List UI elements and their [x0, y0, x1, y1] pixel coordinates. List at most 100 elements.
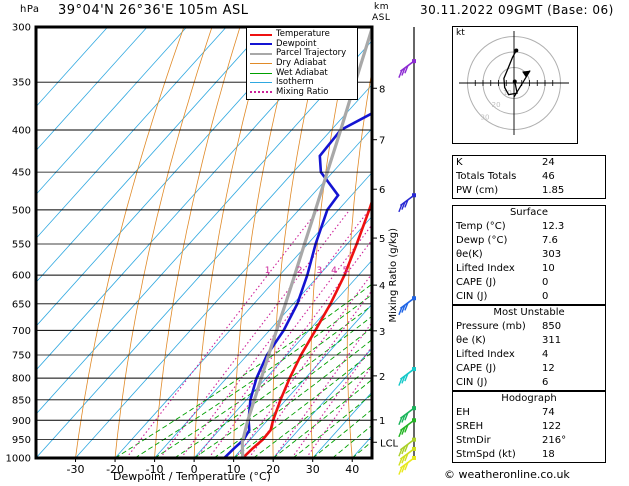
index-value: 0	[542, 277, 549, 288]
index-label: Lifted Index	[456, 263, 515, 274]
index-value: 12.3	[542, 221, 565, 232]
general-index-row: K 24	[453, 156, 605, 170]
pressure-tick-label: 850	[12, 395, 31, 406]
index-label: K	[456, 157, 463, 168]
mixing-ratio-label: 4	[331, 266, 337, 276]
pressure-tick-label: 650	[12, 299, 31, 310]
pressure-tick-label: 350	[12, 78, 31, 89]
height-tick-label: 3	[379, 327, 385, 338]
legend-item: Dewpoint	[250, 38, 354, 50]
height-tick-label: 7	[379, 136, 385, 147]
mixing-ratio-label: 3	[317, 266, 323, 276]
legend-swatch	[250, 63, 272, 65]
legend-label: Mixing Ratio	[276, 86, 329, 97]
hodograph-stats-title: Hodograph	[501, 393, 557, 404]
index-value: 122	[542, 421, 562, 432]
legend-swatch	[250, 52, 272, 55]
pressure-tick-label: 600	[12, 271, 31, 282]
lcl-label: LCL	[380, 438, 399, 449]
most-unstable-title: Most Unstable	[493, 307, 565, 318]
legend-item: Wet Adiabat	[250, 68, 354, 78]
height-tick-label: 1	[379, 416, 385, 427]
x-axis-title: Dewpoint / Temperature (°C)	[113, 470, 271, 483]
surface-index-row: Dewp (°C) 7.6	[453, 234, 605, 248]
index-label: PW (cm)	[456, 185, 499, 196]
legend-item: Temperature	[250, 30, 354, 40]
most-unstable-row: CAPE (J) 12	[453, 362, 605, 376]
legend-label: Temperature	[276, 29, 330, 40]
hodograph-trace	[503, 50, 518, 96]
height-unit-label-1: km	[374, 2, 389, 12]
wind-barb	[398, 59, 416, 78]
surface-title: Surface	[509, 207, 549, 218]
legend-swatch	[250, 33, 272, 36]
index-value: 10	[542, 263, 555, 274]
legend-item: Parcel Trajectory	[250, 49, 354, 59]
index-value: 0	[542, 291, 549, 302]
hodograph-panel: 10 20 30 kt	[452, 26, 578, 144]
hodograph-end-point	[514, 48, 519, 53]
wind-barb	[398, 193, 416, 213]
pressure-tick-label: 500	[12, 205, 31, 216]
index-value: 850	[542, 321, 562, 332]
index-label: StmDir	[456, 435, 491, 446]
index-label: θe(K)	[456, 249, 483, 260]
legend-item: Isotherm	[250, 78, 354, 88]
pressure-tick-label: 900	[12, 416, 31, 427]
legend: Temperature Dewpoint Parcel Trajectory Dry …	[246, 27, 358, 101]
legend-label: Dry Adiabat	[276, 58, 327, 69]
surface-index-row: CAPE (J) 0	[453, 276, 605, 290]
index-value: 1.85	[542, 185, 565, 196]
surface-index-row: CIN (J) 0	[453, 290, 605, 304]
index-value: 7.6	[542, 235, 558, 246]
surface-index-row: Lifted Index 10	[453, 262, 605, 276]
pressure-tick-label: 750	[12, 351, 31, 362]
height-tick-label: 5	[379, 234, 385, 245]
legend-swatch	[250, 72, 272, 74]
most-unstable-row: Lifted Index 4	[453, 348, 605, 362]
wind-barb	[398, 406, 416, 425]
hodograph-unit-label: kt	[456, 28, 465, 38]
footer-credit: © weatheronline.co.uk	[444, 468, 570, 481]
general-index-row: Totals Totals 46	[453, 170, 605, 184]
general-indices-table: K 24 Totals Totals 46 PW (cm) 1.85	[452, 155, 606, 199]
legend-label: Isotherm	[276, 77, 314, 88]
index-label: EH	[456, 407, 470, 418]
wind-barb	[398, 456, 416, 475]
pressure-tick-label: 1000	[6, 454, 31, 465]
index-value: 74	[542, 407, 555, 418]
surface-index-row: θe(K) 303	[453, 248, 605, 262]
index-value: 303	[542, 249, 562, 260]
legend-swatch	[250, 91, 272, 94]
pressure-tick-label: 300	[12, 23, 31, 34]
index-label: SREH	[456, 421, 484, 432]
hodograph-ring-label: 30	[481, 113, 490, 121]
index-value: 4	[542, 349, 549, 360]
mixing-ratio-axis-title: Mixing Ratio (g/kg)	[388, 228, 399, 323]
mixing-ratio-label: 2	[297, 266, 303, 276]
wind-barb	[398, 296, 416, 316]
height-tick-label: 2	[379, 372, 385, 383]
index-value: 216°	[542, 435, 567, 446]
index-value: 24	[542, 157, 555, 168]
index-label: Totals Totals	[456, 171, 517, 182]
index-label: StmSpd (kt)	[456, 449, 516, 460]
legend-item: Mixing Ratio	[250, 86, 354, 98]
index-label: Lifted Index	[456, 349, 515, 360]
wind-barb	[398, 446, 416, 466]
height-tick-label: 8	[379, 84, 385, 95]
pressure-tick-label: 400	[12, 125, 31, 136]
x-tick-label: 40	[345, 463, 359, 476]
x-tick-label: 0	[191, 463, 198, 476]
legend-label: Wet Adiabat	[276, 67, 328, 78]
legend-swatch	[250, 43, 272, 46]
legend-label: Dewpoint	[276, 38, 317, 49]
skewt-diagram: 300 350 400 450 500 550 600 650 700 750 800 850 900 9…	[6, 23, 416, 476]
x-tick-label: -30	[67, 463, 85, 476]
index-value: 6	[542, 377, 549, 388]
mixing-ratio-label: 5	[343, 266, 349, 276]
most-unstable-row: CIN (J) 6	[453, 376, 605, 390]
pressure-tick-label: 700	[12, 326, 31, 337]
surface-index-row: Temp (°C) 12.3	[453, 220, 605, 234]
skewt-svg: 3003504004505005506006507007508008509009…	[6, 23, 416, 476]
